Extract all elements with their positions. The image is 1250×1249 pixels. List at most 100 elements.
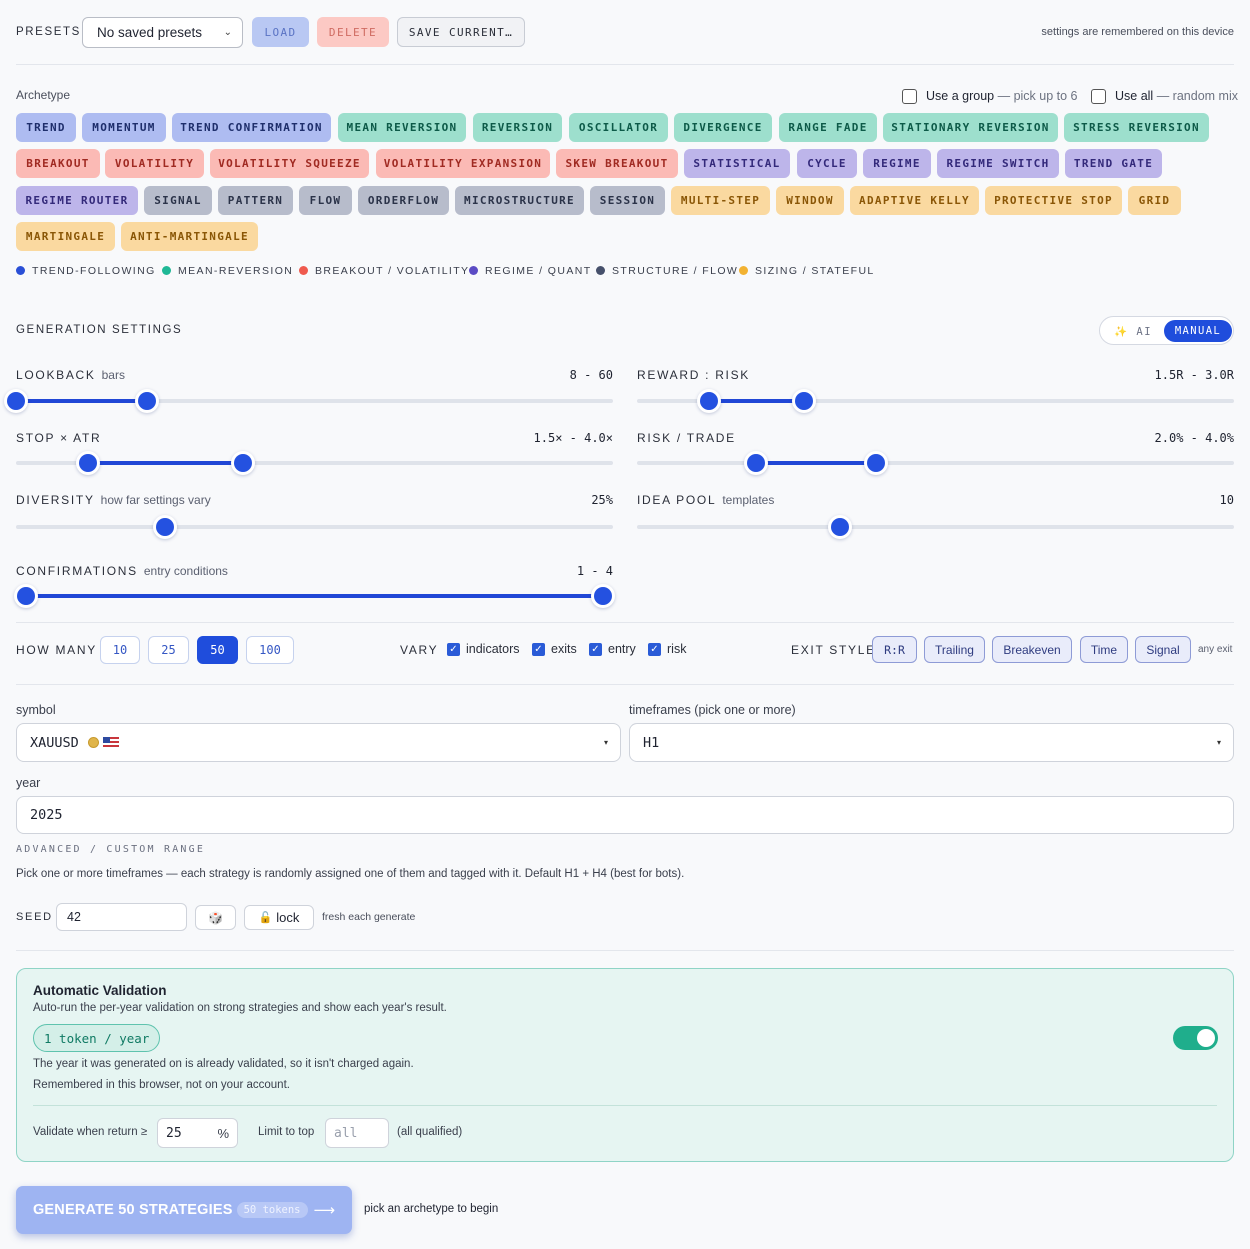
risk-trade-slider-fill [756,461,876,465]
reward-risk-max-thumb[interactable] [795,392,814,410]
archetype-chip-trend[interactable]: TREND [16,113,76,142]
use-all-option[interactable]: Use all — random mix [1115,89,1238,103]
archetype-chip-signal[interactable]: SIGNAL [144,186,212,215]
exit-style-rr[interactable]: R:R [872,636,917,663]
archetype-chip-trend-gate[interactable]: TREND GATE [1065,149,1162,178]
divider [16,950,1234,951]
stop-atr-max-thumb[interactable] [233,454,252,472]
idea-pool-thumb[interactable] [830,518,849,536]
exit-style-trailing[interactable]: Trailing [924,636,985,663]
archetype-chip-volatility-expansion[interactable]: VOLATILITY EXPANSION [376,149,550,178]
diversity-slider[interactable] [16,518,613,536]
archetype-chip-flow[interactable]: FLOW [299,186,352,215]
archetype-chip-martingale[interactable]: MARTINGALE [16,222,115,251]
confirmations-slider[interactable] [17,587,612,605]
reward-risk-min-thumb[interactable] [699,392,718,410]
archetype-chip-regime-router[interactable]: REGIME ROUTER [16,186,138,215]
archetype-chip-adaptive-kelly[interactable]: ADAPTIVE KELLY [850,186,979,215]
use-group-option[interactable]: Use a group — pick up to 6 [926,89,1078,103]
mode-toggle[interactable]: ✨ AI MANUAL [1099,316,1234,345]
randomize-seed-button[interactable]: 🎲 [195,905,236,930]
lookback-max-thumb[interactable] [138,392,157,410]
timeframes-help: Pick one or more timeframes — each strat… [16,868,685,880]
archetype-chip-reversion[interactable]: REVERSION [473,113,562,142]
archetype-chip-regime[interactable]: REGIME [863,149,931,178]
archetype-chip-grid[interactable]: GRID [1128,186,1181,215]
archetype-chip-multi-step[interactable]: MULTI-STEP [671,186,770,215]
confirmations-min-thumb[interactable] [17,587,35,605]
validation-title: Automatic Validation [33,983,167,998]
presets-select-value: No saved presets [97,25,203,40]
symbol-select[interactable]: XAUUSD ▾ [16,723,621,762]
archetype-chip-mean-reversion[interactable]: MEAN REVERSION [338,113,466,142]
stop-atr-slider-fill [87,461,243,465]
archetype-chip-stress-reversion[interactable]: STRESS REVERSION [1064,113,1209,142]
archetype-chip-regime-switch[interactable]: REGIME SWITCH [937,149,1059,178]
lookback-slider[interactable] [7,392,613,410]
archetype-chip-breakout[interactable]: BREAKOUT [16,149,100,178]
vary-exits-checkbox[interactable]: ✓ [532,643,545,656]
limit-top-input[interactable]: all [325,1118,389,1148]
stop-atr-slider[interactable] [16,454,613,472]
lock-seed-button[interactable]: 🔓 lock [244,905,314,930]
risk-trade-min-thumb[interactable] [747,454,766,472]
advanced-custom-range-link[interactable]: ADVANCED / CUSTOM RANGE [16,844,206,855]
lookback-min-thumb[interactable] [7,392,25,410]
exit-style-breakeven[interactable]: Breakeven [992,636,1072,663]
use-group-checkbox[interactable] [902,89,917,104]
mode-ai[interactable]: ✨ AI [1114,325,1152,338]
generation-settings-title: GENERATION SETTINGS [16,324,183,336]
presets-select[interactable]: No saved presets ⌄ [82,17,243,48]
delete-button[interactable]: DELETE [317,17,389,47]
year-field[interactable]: 2025 [16,796,1234,834]
reward-risk-label: REWARD : RISK [637,368,750,382]
archetype-chip-anti-martingale[interactable]: ANTI-MARTINGALE [121,222,258,251]
how-many-50[interactable]: 50 [197,636,238,664]
archetype-chip-skew-breakout[interactable]: SKEW BREAKOUT [556,149,678,178]
archetype-chip-volatility[interactable]: VOLATILITY [105,149,204,178]
divider [16,622,1234,623]
save-current-button[interactable]: SAVE CURRENT… [397,17,525,47]
seed-input[interactable]: 42 [56,903,187,931]
vary-risk-checkbox[interactable]: ✓ [648,643,661,656]
mode-manual[interactable]: MANUAL [1164,320,1232,342]
vary-entry-checkbox[interactable]: ✓ [589,643,602,656]
archetype-chip-session[interactable]: SESSION [590,186,665,215]
auto-validation-toggle[interactable] [1173,1026,1218,1050]
timeframes-select[interactable]: H1 ▾ [629,723,1234,762]
archetype-chip-cycle[interactable]: CYCLE [797,149,857,178]
generate-strategies-button[interactable]: GENERATE 50 STRATEGIES 50 tokens ⟶ [16,1186,352,1234]
lookback-slider-fill [16,399,148,403]
validate-return-input[interactable]: 25 % [157,1118,238,1148]
archetype-chip-microstructure[interactable]: MICROSTRUCTURE [455,186,584,215]
archetype-chip-momentum[interactable]: MOMENTUM [82,113,166,142]
vary-indicators-checkbox[interactable]: ✓ [447,643,460,656]
risk-trade-slider[interactable] [637,454,1234,472]
archetype-chip-protective-stop[interactable]: PROTECTIVE STOP [985,186,1122,215]
how-many-25[interactable]: 25 [148,636,189,664]
how-many-100[interactable]: 100 [246,636,294,664]
risk-trade-max-thumb[interactable] [866,454,885,472]
reward-risk-slider[interactable] [637,392,1234,410]
archetype-chip-stationary-reversion[interactable]: STATIONARY REVERSION [883,113,1058,142]
mode-ai-label: AI [1136,326,1153,338]
archetype-chip-trend-confirmation[interactable]: TREND CONFIRMATION [172,113,331,142]
how-many-10[interactable]: 10 [100,636,140,664]
archetype-chip-range-fade[interactable]: RANGE FADE [779,113,877,142]
load-button[interactable]: LOAD [252,17,309,47]
stop-atr-min-thumb[interactable] [78,454,97,472]
archetype-chip-volatility-squeeze[interactable]: VOLATILITY SQUEEZE [210,149,369,178]
exit-style-signal[interactable]: Signal [1135,636,1191,663]
confirmations-max-thumb[interactable] [594,587,612,605]
exit-style-time[interactable]: Time [1080,636,1128,663]
diversity-thumb[interactable] [156,518,175,536]
archetype-chip-oscillator[interactable]: OSCILLATOR [569,113,668,142]
archetype-chip-statistical[interactable]: STATISTICAL [684,149,790,178]
archetype-chip-divergence[interactable]: DIVERGENCE [674,113,772,142]
archetype-chip-orderflow[interactable]: ORDERFLOW [358,186,449,215]
idea-pool-slider[interactable] [637,518,1234,536]
archetype-chip-pattern[interactable]: PATTERN [218,186,293,215]
use-all-checkbox[interactable] [1091,89,1106,104]
archetype-label: Archetype [16,88,71,102]
archetype-chip-window[interactable]: WINDOW [776,186,844,215]
